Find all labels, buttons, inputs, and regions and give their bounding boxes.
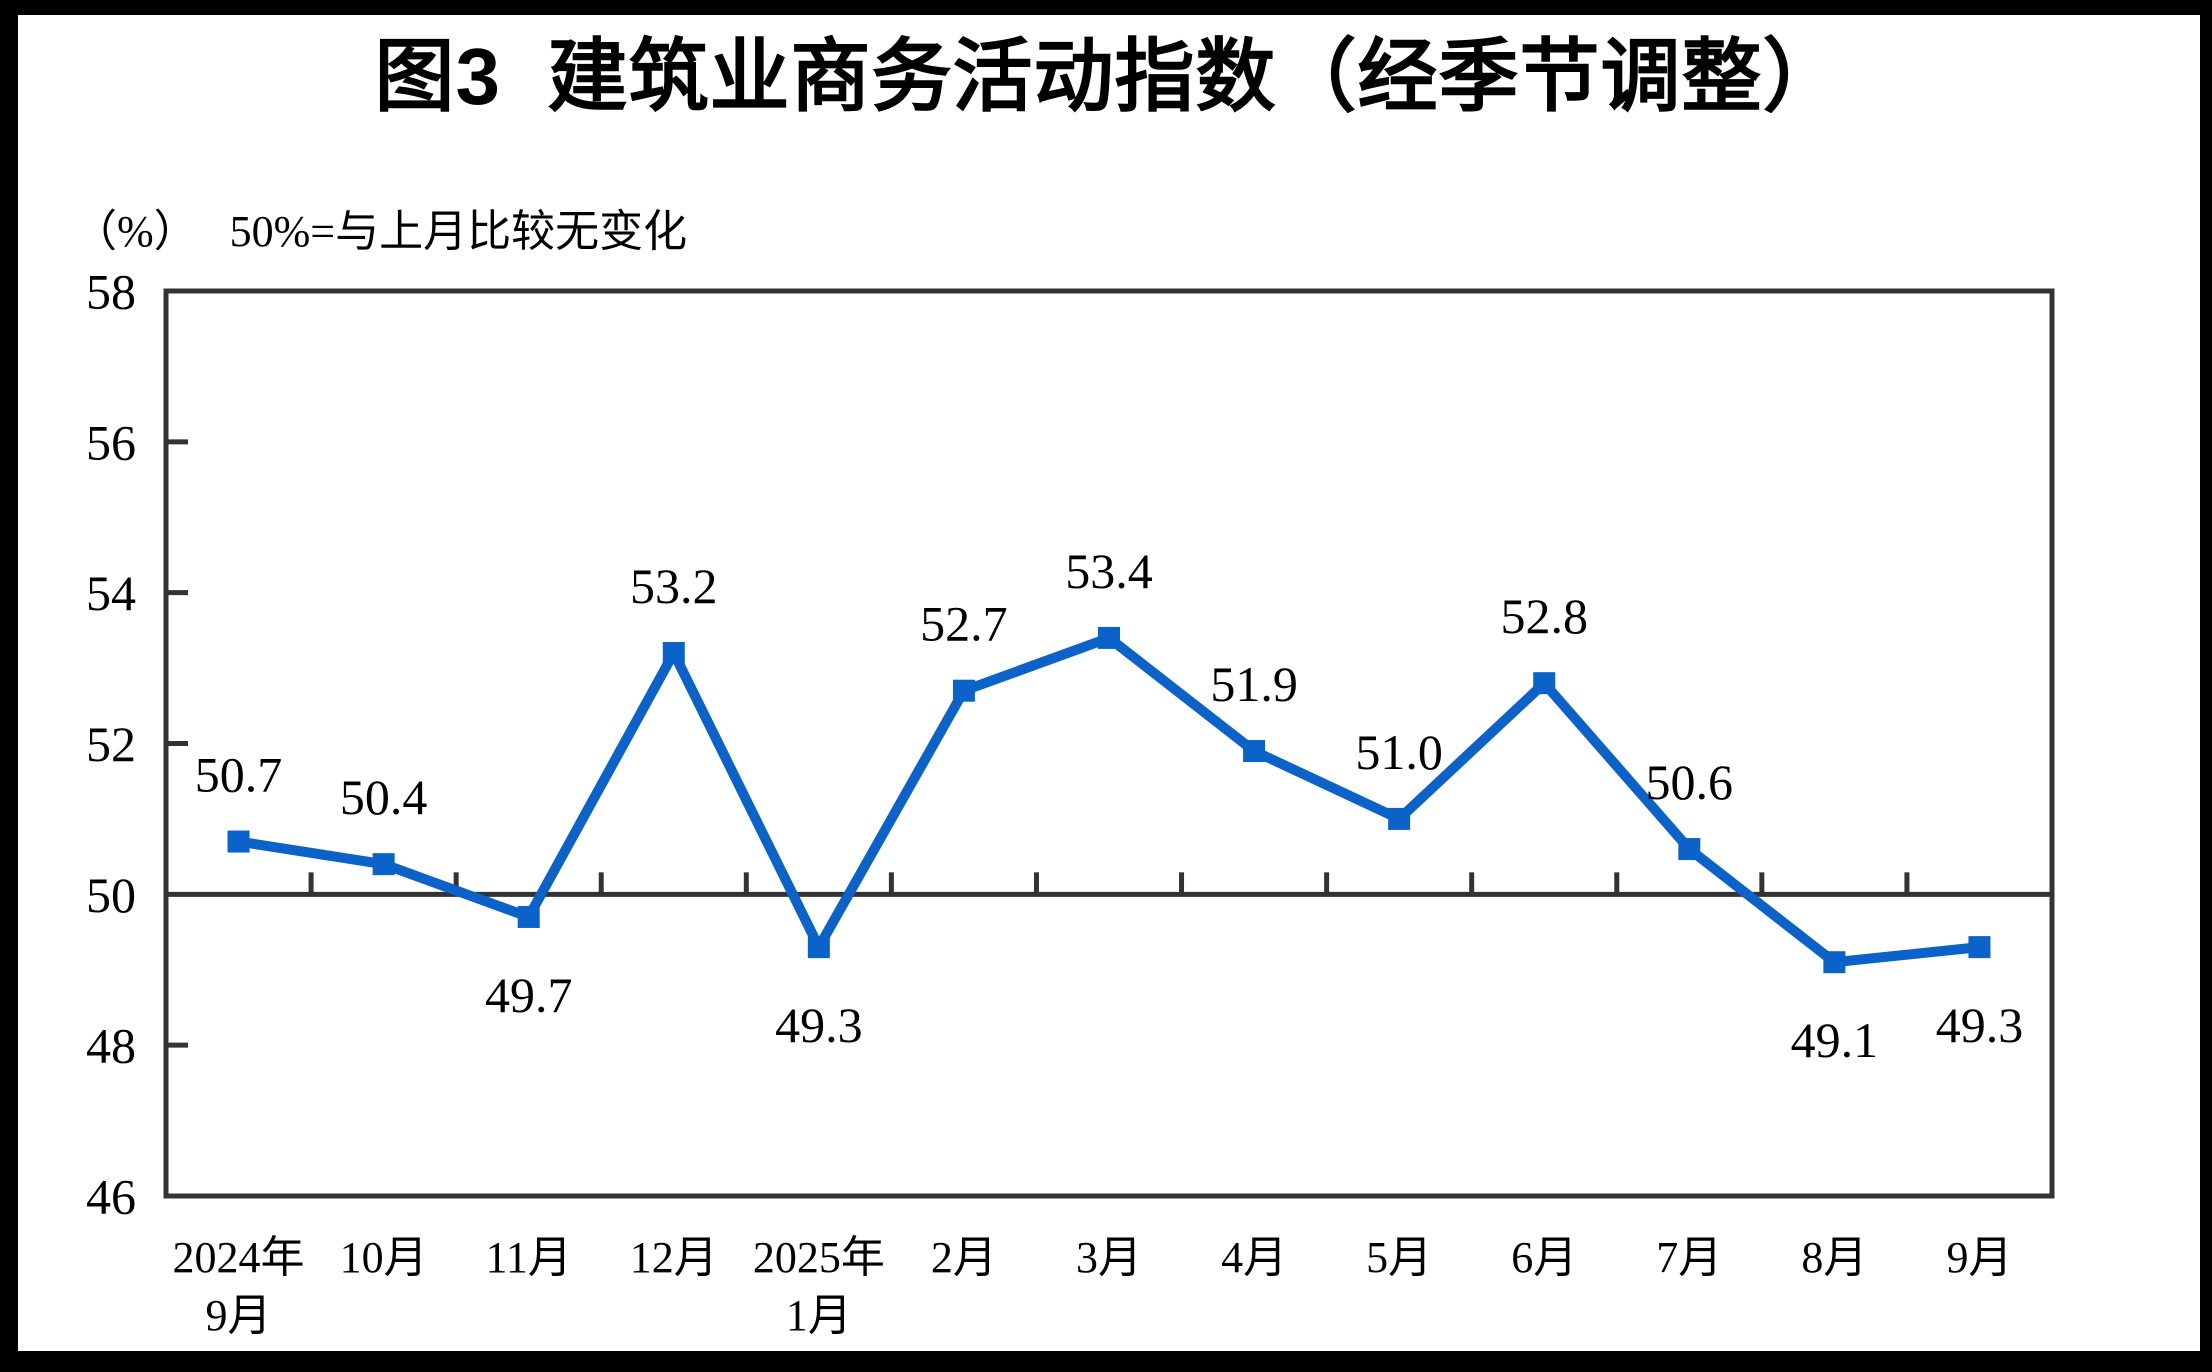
y-tick-label: 52 (86, 716, 136, 772)
data-point-marker (227, 830, 250, 853)
data-point-label: 52.8 (1500, 588, 1588, 644)
y-tick-label: 58 (86, 264, 136, 320)
y-tick-label: 50 (86, 867, 136, 923)
data-point-marker (1823, 951, 1846, 974)
x-tick-label: 8月 (1801, 1233, 1867, 1282)
x-tick-label: 4月 (1221, 1233, 1287, 1282)
data-point-label: 50.6 (1646, 754, 1734, 810)
data-point-marker (1533, 672, 1556, 695)
chart-frame (163, 288, 2055, 1199)
y-tick-label: 54 (86, 565, 136, 621)
y-tick-label: 56 (86, 414, 136, 470)
y-tick-label: 48 (86, 1018, 136, 1074)
data-point-label: 51.9 (1210, 656, 1298, 712)
y-tick-label: 46 (86, 1169, 136, 1225)
data-point-label: 49.1 (1791, 1012, 1879, 1068)
x-tick-label: 2024年 (173, 1233, 305, 1282)
x-tick-label: 6月 (1511, 1233, 1577, 1282)
data-point-label: 49.7 (485, 967, 573, 1023)
x-tick-label: 10月 (340, 1233, 428, 1282)
data-point-label: 50.7 (195, 747, 283, 803)
data-point-marker (952, 679, 975, 702)
x-tick-label: 11月 (486, 1233, 572, 1282)
data-point-label: 50.4 (340, 769, 428, 825)
data-point-marker (1388, 807, 1411, 830)
chart-canvas: 图3 建筑业商务活动指数（经季节调整） （%） 50%=与上月比较无变化 (18, 15, 2200, 1351)
baseline-note: 50%=与上月比较无变化 (229, 207, 688, 256)
x-tick-label: 3月 (1076, 1233, 1142, 1282)
data-point-marker (1098, 626, 1120, 649)
x-tick-label: 12月 (630, 1233, 718, 1282)
data-point-marker (517, 905, 540, 928)
x-tick-label: 5月 (1366, 1233, 1432, 1282)
data-point-marker (807, 936, 830, 959)
data-point-label: 53.2 (630, 558, 718, 614)
data-point-label: 53.4 (1065, 543, 1153, 599)
x-tick-label: 7月 (1656, 1233, 1722, 1282)
data-point-marker (1968, 936, 1991, 959)
x-tick-label: 2月 (931, 1233, 997, 1282)
data-point-marker (662, 642, 685, 664)
data-point-label: 51.0 (1355, 724, 1443, 780)
data-point-marker (372, 853, 395, 876)
data-point-marker (1243, 740, 1266, 763)
data-point-label: 52.7 (920, 596, 1008, 652)
x-tick-label-line2: 9月 (206, 1291, 272, 1340)
x-tick-label-line2: 1月 (786, 1291, 852, 1340)
x-tick-label: 2025年 (753, 1233, 885, 1282)
y-axis-unit-label: （%） (73, 207, 198, 256)
x-tick-label: 9月 (1946, 1233, 2012, 1282)
chart-title: 图3 建筑业商务活动指数（经季节调整） (374, 32, 1844, 121)
data-point-marker (1678, 838, 1701, 861)
data-point-label: 49.3 (1936, 997, 2024, 1053)
data-point-label: 49.3 (775, 997, 863, 1053)
axis-note-row: （%） 50%=与上月比较无变化 (73, 195, 687, 259)
